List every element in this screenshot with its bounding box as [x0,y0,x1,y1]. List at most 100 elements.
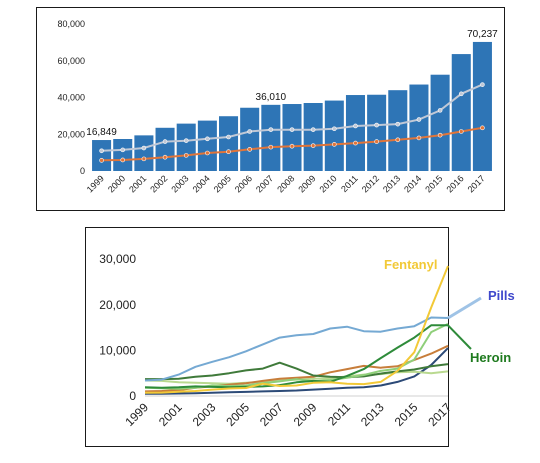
y-tick-label: 30,000 [99,252,136,266]
series-1-point [162,139,168,144]
series-2-point [141,156,147,162]
y-tick-label: 10,000 [99,343,136,357]
x-tick-label: 2017 [466,173,487,194]
x-tick-label: 2007 [254,173,275,194]
pills-leader-line [447,296,482,320]
series-1-point [458,91,464,97]
total-deaths-chart: 0 20,000 40,000 60,000 80,000 16,849 36,010 70,… [57,19,498,195]
series-line-8 [145,347,449,395]
x-tick-label: 2003 [169,173,190,194]
series-1-point [183,138,189,143]
bar-2011 [345,95,365,171]
series-line-4 [144,323,449,390]
series-2-point [120,157,126,163]
bar-2002 [155,127,175,171]
y-tick-label: 60,000 [57,56,85,66]
series-2-point [310,143,316,148]
series-1-point [99,148,104,154]
heroin-leader-line [447,324,472,350]
series-2-point [458,129,464,134]
total-deaths-chart-panel: 0 20,000 40,000 60,000 80,000 16,849 36,010 70,… [36,7,505,211]
series-1-point [374,122,379,128]
bar-2007 [261,104,281,171]
series-1-point [268,127,274,132]
bar-2001 [134,135,154,171]
bar-2013 [388,90,408,171]
series-2-point [268,144,274,150]
bar-2009 [303,103,323,171]
y-tick-label: 20,000 [99,298,136,312]
bar-2006 [240,107,260,171]
x-tick-label: 2011 [325,400,353,428]
bar-2000 [113,138,133,171]
y-tick-label: 80,000 [57,19,85,29]
series-2-point [183,153,189,158]
x-tick-label: 2014 [402,173,423,194]
series-2-point [205,150,210,156]
y-tick-label: 0 [129,389,136,403]
bar-2015 [430,74,450,171]
series-1-point [120,147,126,153]
series-label-heroin: Heroin [470,350,511,365]
x-tick-label: 2017 [425,400,454,429]
series-1-point [247,129,252,134]
data-label-2017: 70,237 [467,29,498,40]
series-1-point [310,127,316,132]
bar-2014 [409,84,429,171]
x-tick-label: 2007 [257,400,286,429]
x-tick-label: 2009 [296,173,317,194]
bar-1999 [92,140,112,171]
series-label-pills: Pills [488,288,515,303]
x-tick-label: 2011 [339,173,360,194]
series-2-point [247,147,252,152]
bar-2017 [472,41,492,171]
series-2-point [416,135,422,141]
series-1-point [141,145,147,151]
x-tick-label: 2010 [317,173,338,194]
bar-2003 [176,123,196,171]
data-label-2007: 36,010 [256,92,287,103]
bar-2008 [282,104,302,171]
series-1-point [205,136,210,142]
series-1-point [332,126,337,132]
series-2-point [480,125,485,131]
bar-2010 [324,100,344,171]
x-tick-label: 2013 [358,400,387,429]
series-1-point [480,82,485,87]
x-tick-label: 2004 [191,173,212,194]
series-2-point [162,154,168,160]
series-1-point [353,123,358,129]
x-tick-label: 2013 [381,173,402,194]
x-tick-label: 2001 [156,400,185,429]
x-tick-label: 2006 [233,173,254,194]
series-line-fentanyl [144,265,449,394]
x-tick-label: 1999 [122,400,151,429]
deaths-by-drug-chart-panel: 0 10,000 20,000 30,000 1999 2001 2003 2005 2007 2… [85,227,515,447]
series-1-point [289,127,295,132]
x-tick-label: 2008 [275,173,296,194]
x-tick-label: 2016 [444,173,465,194]
series-line-heroin [144,324,448,389]
x-tick-label: 2001 [127,173,148,194]
x-tick-label: 1999 [85,173,106,194]
series-2-point [353,140,358,146]
data-label-1999: 16,849 [86,127,117,138]
x-tick-label: 2015 [392,400,421,429]
series-2-point [99,158,104,163]
bar-2005 [219,116,239,171]
series-2-point [374,139,379,144]
x-tick-label: 2005 [223,400,252,429]
bar-2012 [367,94,387,171]
y-tick-label: 0 [80,166,85,176]
x-tick-label: 2012 [360,173,381,194]
series-1-point [437,108,443,113]
series-2-point [289,143,295,149]
x-tick-label: 2003 [190,400,219,429]
x-tick-label: 2005 [212,173,233,194]
series-1-point [416,117,422,122]
x-tick-label: 2009 [291,400,320,429]
series-2-point [395,137,401,143]
series-1-point [395,121,401,127]
x-tick-label: 2002 [148,173,169,194]
